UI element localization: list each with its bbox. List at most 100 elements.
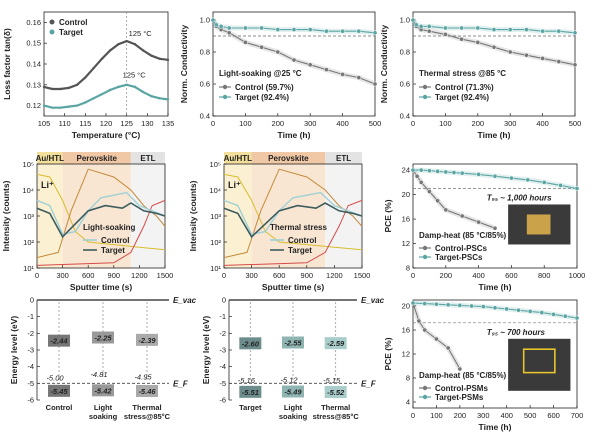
- data-point: [475, 40, 481, 45]
- x-tick-label: 200: [272, 119, 285, 128]
- data-point: [142, 90, 145, 94]
- data-point: [572, 30, 578, 36]
- x-tick-label: 120: [100, 119, 113, 128]
- x-tick-label: 1500: [157, 271, 174, 280]
- data-point: [445, 302, 451, 308]
- y-tick-label: 0.6: [400, 80, 410, 89]
- y-tick-label: 0.6: [200, 80, 210, 89]
- data-point: [469, 303, 474, 309]
- y-tick-label: 0.15: [26, 39, 41, 48]
- homo-value: -5.51: [242, 388, 259, 397]
- x-tick-label: 0: [35, 271, 39, 280]
- legend-label: Target-PSCs: [435, 253, 483, 262]
- annotation-target-peak: 125 °C: [123, 71, 147, 80]
- evac-label: E_vac: [361, 296, 385, 305]
- data-point: [507, 27, 513, 32]
- lumo-value: -2.39: [138, 336, 156, 345]
- homo-value: -5.42: [94, 386, 112, 395]
- x-tick-label: 0: [211, 119, 215, 128]
- y-tick-label: 0.16: [26, 18, 41, 27]
- data-point: [324, 67, 329, 72]
- x-tick-label: 125: [120, 119, 133, 128]
- x-axis-label: Temperature (°C): [72, 130, 141, 140]
- y-tick-label: 12: [402, 239, 410, 248]
- series-band: [410, 168, 496, 231]
- data-point: [259, 25, 264, 31]
- data-point: [443, 207, 449, 213]
- x-tick-label: 300: [245, 271, 258, 280]
- y-axis-label: PCE (%): [383, 337, 393, 370]
- data-point: [67, 105, 71, 108]
- legend-label: Control (71.3%): [435, 83, 494, 92]
- x-axis-label: Sputter time (s): [262, 282, 325, 292]
- y-tick-label: 10⁴: [209, 186, 221, 195]
- data-point: [243, 40, 248, 45]
- category-label: soaking: [279, 412, 308, 421]
- data-point: [125, 39, 128, 43]
- region-label: Au/HTL: [36, 154, 65, 163]
- x-tick-label: 0: [411, 119, 415, 128]
- y-tick-label: 8: [406, 374, 410, 383]
- fermi-value: -5.00: [46, 373, 64, 382]
- data-point: [434, 336, 439, 342]
- x-tick-label: 300: [304, 119, 317, 128]
- data-point: [572, 62, 578, 68]
- x-tick-label: 1500: [354, 271, 371, 280]
- lumo-box: [282, 336, 304, 349]
- x-tick-label: 200: [454, 411, 467, 420]
- data-point: [541, 180, 547, 185]
- x-tick-label: 0: [222, 271, 226, 280]
- y-tick-label: 20: [402, 190, 410, 199]
- data-point: [324, 28, 329, 34]
- data-point: [133, 85, 137, 89]
- data-point: [59, 87, 62, 91]
- data-point: [491, 44, 497, 50]
- data-point: [158, 57, 161, 60]
- data-point: [445, 345, 451, 351]
- data-point: [422, 327, 428, 333]
- data-point: [476, 219, 481, 225]
- x-tick-label: 300: [56, 271, 69, 280]
- data-point: [435, 198, 440, 204]
- data-point: [356, 75, 362, 80]
- y-tick-label: -5: [27, 379, 34, 388]
- category-label: stress@85°C: [124, 412, 171, 421]
- x-tick-label: 0: [411, 411, 415, 420]
- data-point: [491, 27, 497, 32]
- x-tick-label: 300: [477, 411, 490, 420]
- series-line-target: [36, 202, 166, 239]
- x-tick-label: 0: [411, 271, 415, 280]
- homo-box: [239, 385, 262, 398]
- region-header-etl: [325, 152, 362, 164]
- data-point: [117, 43, 120, 46]
- lumo-value: -2.60: [242, 339, 260, 348]
- data-point: [243, 25, 248, 31]
- series-line: [43, 83, 169, 109]
- data-point: [356, 28, 362, 34]
- legend-marker: [49, 19, 55, 25]
- x-axis-label: Time (h): [479, 282, 512, 292]
- panel-pce-psc: Time (h) PCE (%) 0 200 400 600 800 1000 8 12 16 20 2…: [383, 163, 585, 292]
- y-tick-label: -1: [219, 312, 226, 321]
- data-point: [59, 106, 62, 109]
- x-tick-label: 700: [571, 411, 584, 420]
- legend-marker: [422, 394, 428, 400]
- legend-marker: [422, 245, 428, 251]
- data-point: [426, 28, 432, 34]
- panel-tof-light: Au/HTL Perovskite ETL Sputter time (s) Inten…: [1, 152, 173, 292]
- data-point: [457, 366, 463, 372]
- data-point: [166, 58, 170, 62]
- region-label: ETL: [140, 154, 155, 163]
- data-point: [416, 318, 422, 324]
- x-tick-label: 400: [536, 119, 549, 128]
- data-point: [84, 101, 87, 104]
- y-axis-label: Norm. Conductivity: [379, 25, 389, 104]
- data-point: [427, 168, 432, 174]
- fermi-value: -5.15: [323, 376, 341, 385]
- legend-title: Damp-heat (85 °C/85%): [419, 231, 507, 240]
- data-point: [492, 225, 498, 231]
- y-tick-label: -3: [27, 346, 34, 355]
- x-tick-label: 900: [301, 271, 314, 280]
- panel-loss-factor: Temperature (°C) Loss factor tan(δ) 105 110…: [2, 11, 174, 140]
